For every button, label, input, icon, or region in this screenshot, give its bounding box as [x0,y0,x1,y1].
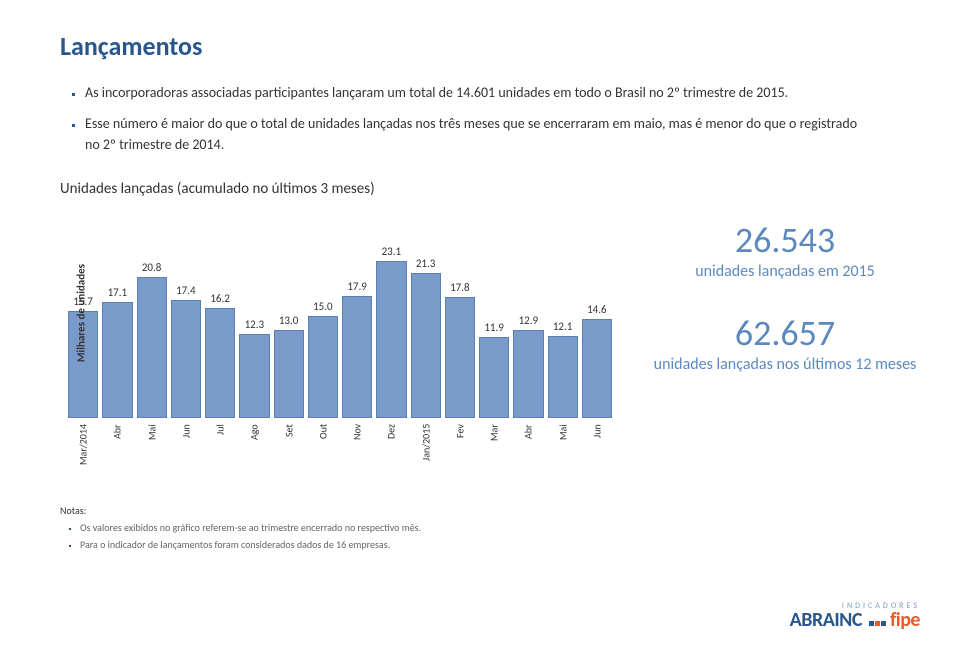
x-axis-label: Jun [171,424,201,474]
bar-value-label: 11.9 [484,321,504,334]
bar-value-label: 14.6 [587,303,607,316]
stat-description: unidades lançadas em 2015 [650,262,920,281]
x-axis-label: Abr [513,424,543,474]
bar-column: 12.3 [239,208,269,418]
bar [171,300,201,418]
stat-description: unidades lançadas nos últimos 12 meses [650,355,920,374]
bar-value-label: 17.9 [347,280,367,293]
page-title: Lançamentos [60,30,920,62]
x-axis-label: Jun [582,424,612,474]
summary-stats: 26.543 unidades lançadas em 2015 62.657 … [650,208,920,404]
bar-value-label: 17.4 [176,284,196,297]
bar-column: 16.2 [205,208,235,418]
bar [513,330,543,418]
intro-bullets: As incorporadoras associadas participant… [85,82,920,155]
bar [582,319,612,418]
notes-title: Notas: [60,504,920,517]
bar-value-label: 13.0 [279,314,299,327]
bar [342,296,372,418]
bar-column: 21.3 [411,208,441,418]
bar [376,261,406,418]
bar-value-label: 23.1 [382,245,402,258]
x-axis-label: Dez [376,424,406,474]
logo-abrainc: ABRAINC [790,610,862,630]
y-axis-label: Milhares de unidades [75,264,88,362]
bar-value-label: 12.1 [553,320,573,333]
bar-value-label: 21.3 [416,257,436,270]
bar-value-label: 20.8 [142,261,162,274]
bar-column: 13.0 [274,208,304,418]
x-axis-label: Fev [445,424,475,474]
bar-column: 23.1 [376,208,406,418]
bar [102,302,132,418]
bar-column: 12.1 [548,208,578,418]
bar-value-label: 12.9 [519,314,539,327]
stat-number: 26.543 [650,218,920,262]
bar-value-label: 16.2 [210,292,230,305]
bar-chart: Milhares de unidades 15.717.120.817.416.… [60,208,620,474]
brand-logo: INDICADORES ABRAINC fipe [790,602,920,630]
bar-column: 17.9 [342,208,372,418]
x-axis-label: Mai [548,424,578,474]
logo-fipe: fipe [890,610,920,630]
bar-column: 17.8 [445,208,475,418]
logo-squares-icon [869,621,886,626]
bar [548,336,578,418]
note-item: Para o indicador de lançamentos foram co… [80,538,920,552]
bar-value-label: 15.0 [313,300,333,313]
bullet-item: Esse número é maior do que o total de un… [85,113,920,155]
bar-column: 17.4 [171,208,201,418]
bar-column: 20.8 [137,208,167,418]
bar [205,308,235,418]
bar-column: 17.1 [102,208,132,418]
x-axis-label: Set [274,424,304,474]
x-axis-label: Nov [342,424,372,474]
x-axis-label: Abr [102,424,132,474]
chart-title: Unidades lançadas (acumulado no últimos … [60,180,920,198]
x-axis-label: Mai [137,424,167,474]
bar-column: 15.0 [308,208,338,418]
x-axis-label: Jan/2015 [411,424,441,474]
x-axis-label: Mar/2014 [68,424,98,474]
bar-value-label: 17.8 [450,281,470,294]
bar [308,316,338,418]
bar [137,277,167,418]
stat-number: 62.657 [650,311,920,355]
bar [239,334,269,418]
bar-column: 11.9 [479,208,509,418]
bar [445,297,475,418]
bar-column: 14.6 [582,208,612,418]
x-axis-label: Out [308,424,338,474]
bar-column: 12.9 [513,208,543,418]
footnotes: Notas: Os valores exibidos no gráfico re… [60,504,920,552]
x-axis-label: Jul [205,424,235,474]
bar [479,337,509,418]
x-axis-label: Mar [479,424,509,474]
note-item: Os valores exibidos no gráfico referem-s… [80,521,920,535]
bullet-item: As incorporadoras associadas participant… [85,82,920,103]
bar [411,273,441,418]
bar-value-label: 12.3 [245,318,265,331]
bar-value-label: 17.1 [108,286,128,299]
x-axis-label: Ago [239,424,269,474]
bar [274,330,304,418]
